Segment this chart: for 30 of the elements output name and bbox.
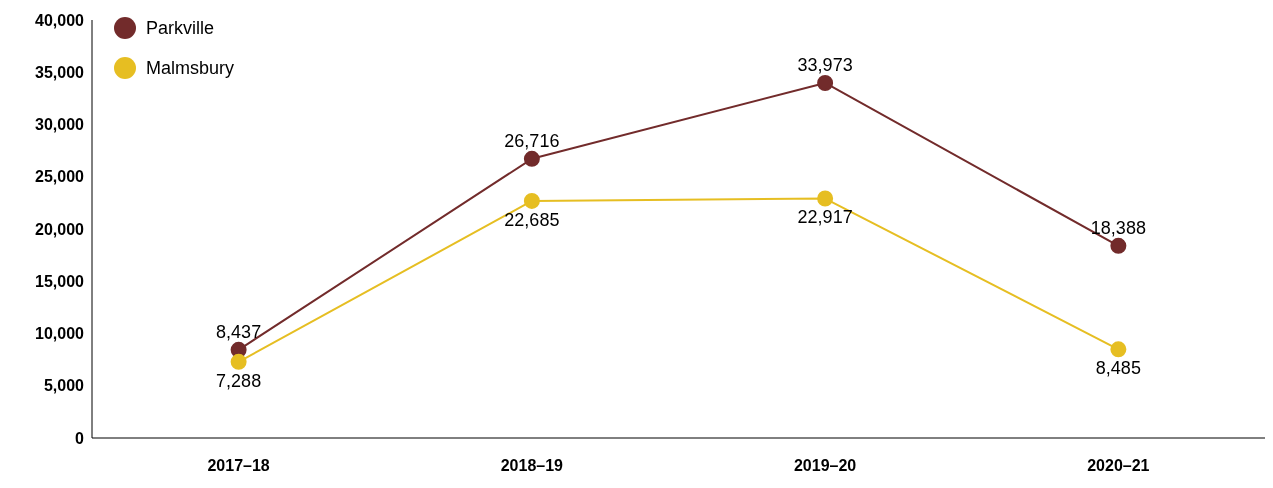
point [817, 74, 834, 91]
y-tick-label: 15,000 [35, 272, 85, 290]
data-label: 8,485 [1095, 358, 1141, 379]
x-tick-label: 2018–19 [500, 457, 564, 475]
x-tick-label: 2019–20 [793, 457, 857, 475]
data-label: 22,917 [797, 207, 853, 228]
y-tick-label: 40,000 [35, 11, 85, 29]
point [1110, 341, 1127, 358]
y-tick-label: 35,000 [35, 63, 85, 81]
x-tick-label: 2020–21 [1087, 457, 1150, 475]
legend-label: Malmsbury [146, 57, 235, 80]
legend-label: Parkville [146, 17, 215, 40]
point [817, 190, 834, 207]
y-tick-label: 0 [75, 429, 85, 447]
y-tick-label: 20,000 [35, 220, 85, 238]
data-label: 8,437 [216, 321, 262, 342]
y-tick-label: 10,000 [35, 325, 85, 343]
data-label: 18,388 [1090, 217, 1146, 238]
x-tick-label: 2017–18 [207, 457, 270, 475]
y-tick-label: 30,000 [35, 116, 85, 134]
data-label: 33,973 [797, 54, 853, 75]
data-label: 22,685 [504, 209, 560, 230]
y-tick-label: 5,000 [43, 377, 85, 395]
point [523, 150, 540, 167]
data-label: 7,288 [216, 370, 262, 391]
y-tick-label: 25,000 [35, 168, 85, 186]
point [523, 192, 540, 209]
data-label: 26,716 [504, 130, 560, 151]
point [230, 353, 247, 370]
point [1110, 237, 1127, 254]
